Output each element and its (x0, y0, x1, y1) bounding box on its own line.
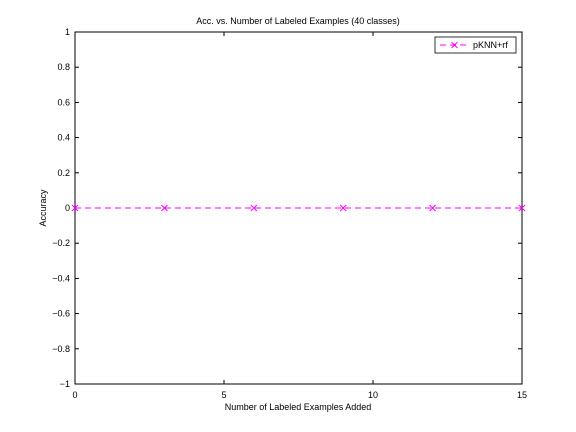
legend-line-sample (440, 41, 469, 49)
y-tick-label: −1 (60, 379, 70, 389)
x-tick-label: 0 (72, 390, 77, 400)
y-tick-label: −0.4 (52, 273, 70, 283)
x-tick-label: 5 (221, 390, 226, 400)
data-point-marker (339, 204, 347, 212)
legend-marker (451, 41, 458, 49)
y-tick-label: 0 (65, 203, 70, 213)
x-axis-label: Number of Labeled Examples Added (225, 402, 372, 412)
chart-title: Acc. vs. Number of Labeled Examples (40 … (196, 16, 400, 26)
y-tick-label: 1 (65, 27, 70, 37)
y-tick-label: −0.8 (52, 344, 70, 354)
legend-box (434, 36, 517, 54)
legend: pKNN+rf (434, 36, 517, 54)
axis-ticks: 0 5 10 15 −1 −0.8 −0.6 −0.4 −0.2 0 0.2 0.4 0.6 0.8 1 (52, 27, 527, 400)
data-point-marker (518, 204, 526, 212)
legend-label: pKNN+rf (473, 40, 508, 50)
y-tick-label: −0.6 (52, 309, 70, 319)
data-point-marker (429, 204, 436, 212)
y-tick-label: −0.2 (52, 238, 70, 248)
data-point-marker (250, 204, 258, 212)
y-tick-label: 0.4 (57, 133, 70, 143)
data-point-marker (161, 204, 168, 212)
y-axis-label: Accuracy (38, 189, 48, 227)
y-tick-label: 0.6 (57, 97, 70, 107)
x-tick-label: 15 (517, 390, 527, 400)
y-tick-label: 0.2 (57, 168, 70, 178)
y-tick-label: 0.8 (57, 62, 70, 72)
x-tick-label: 10 (368, 390, 378, 400)
data-point-marker (71, 204, 79, 212)
series-layer (71, 204, 526, 212)
